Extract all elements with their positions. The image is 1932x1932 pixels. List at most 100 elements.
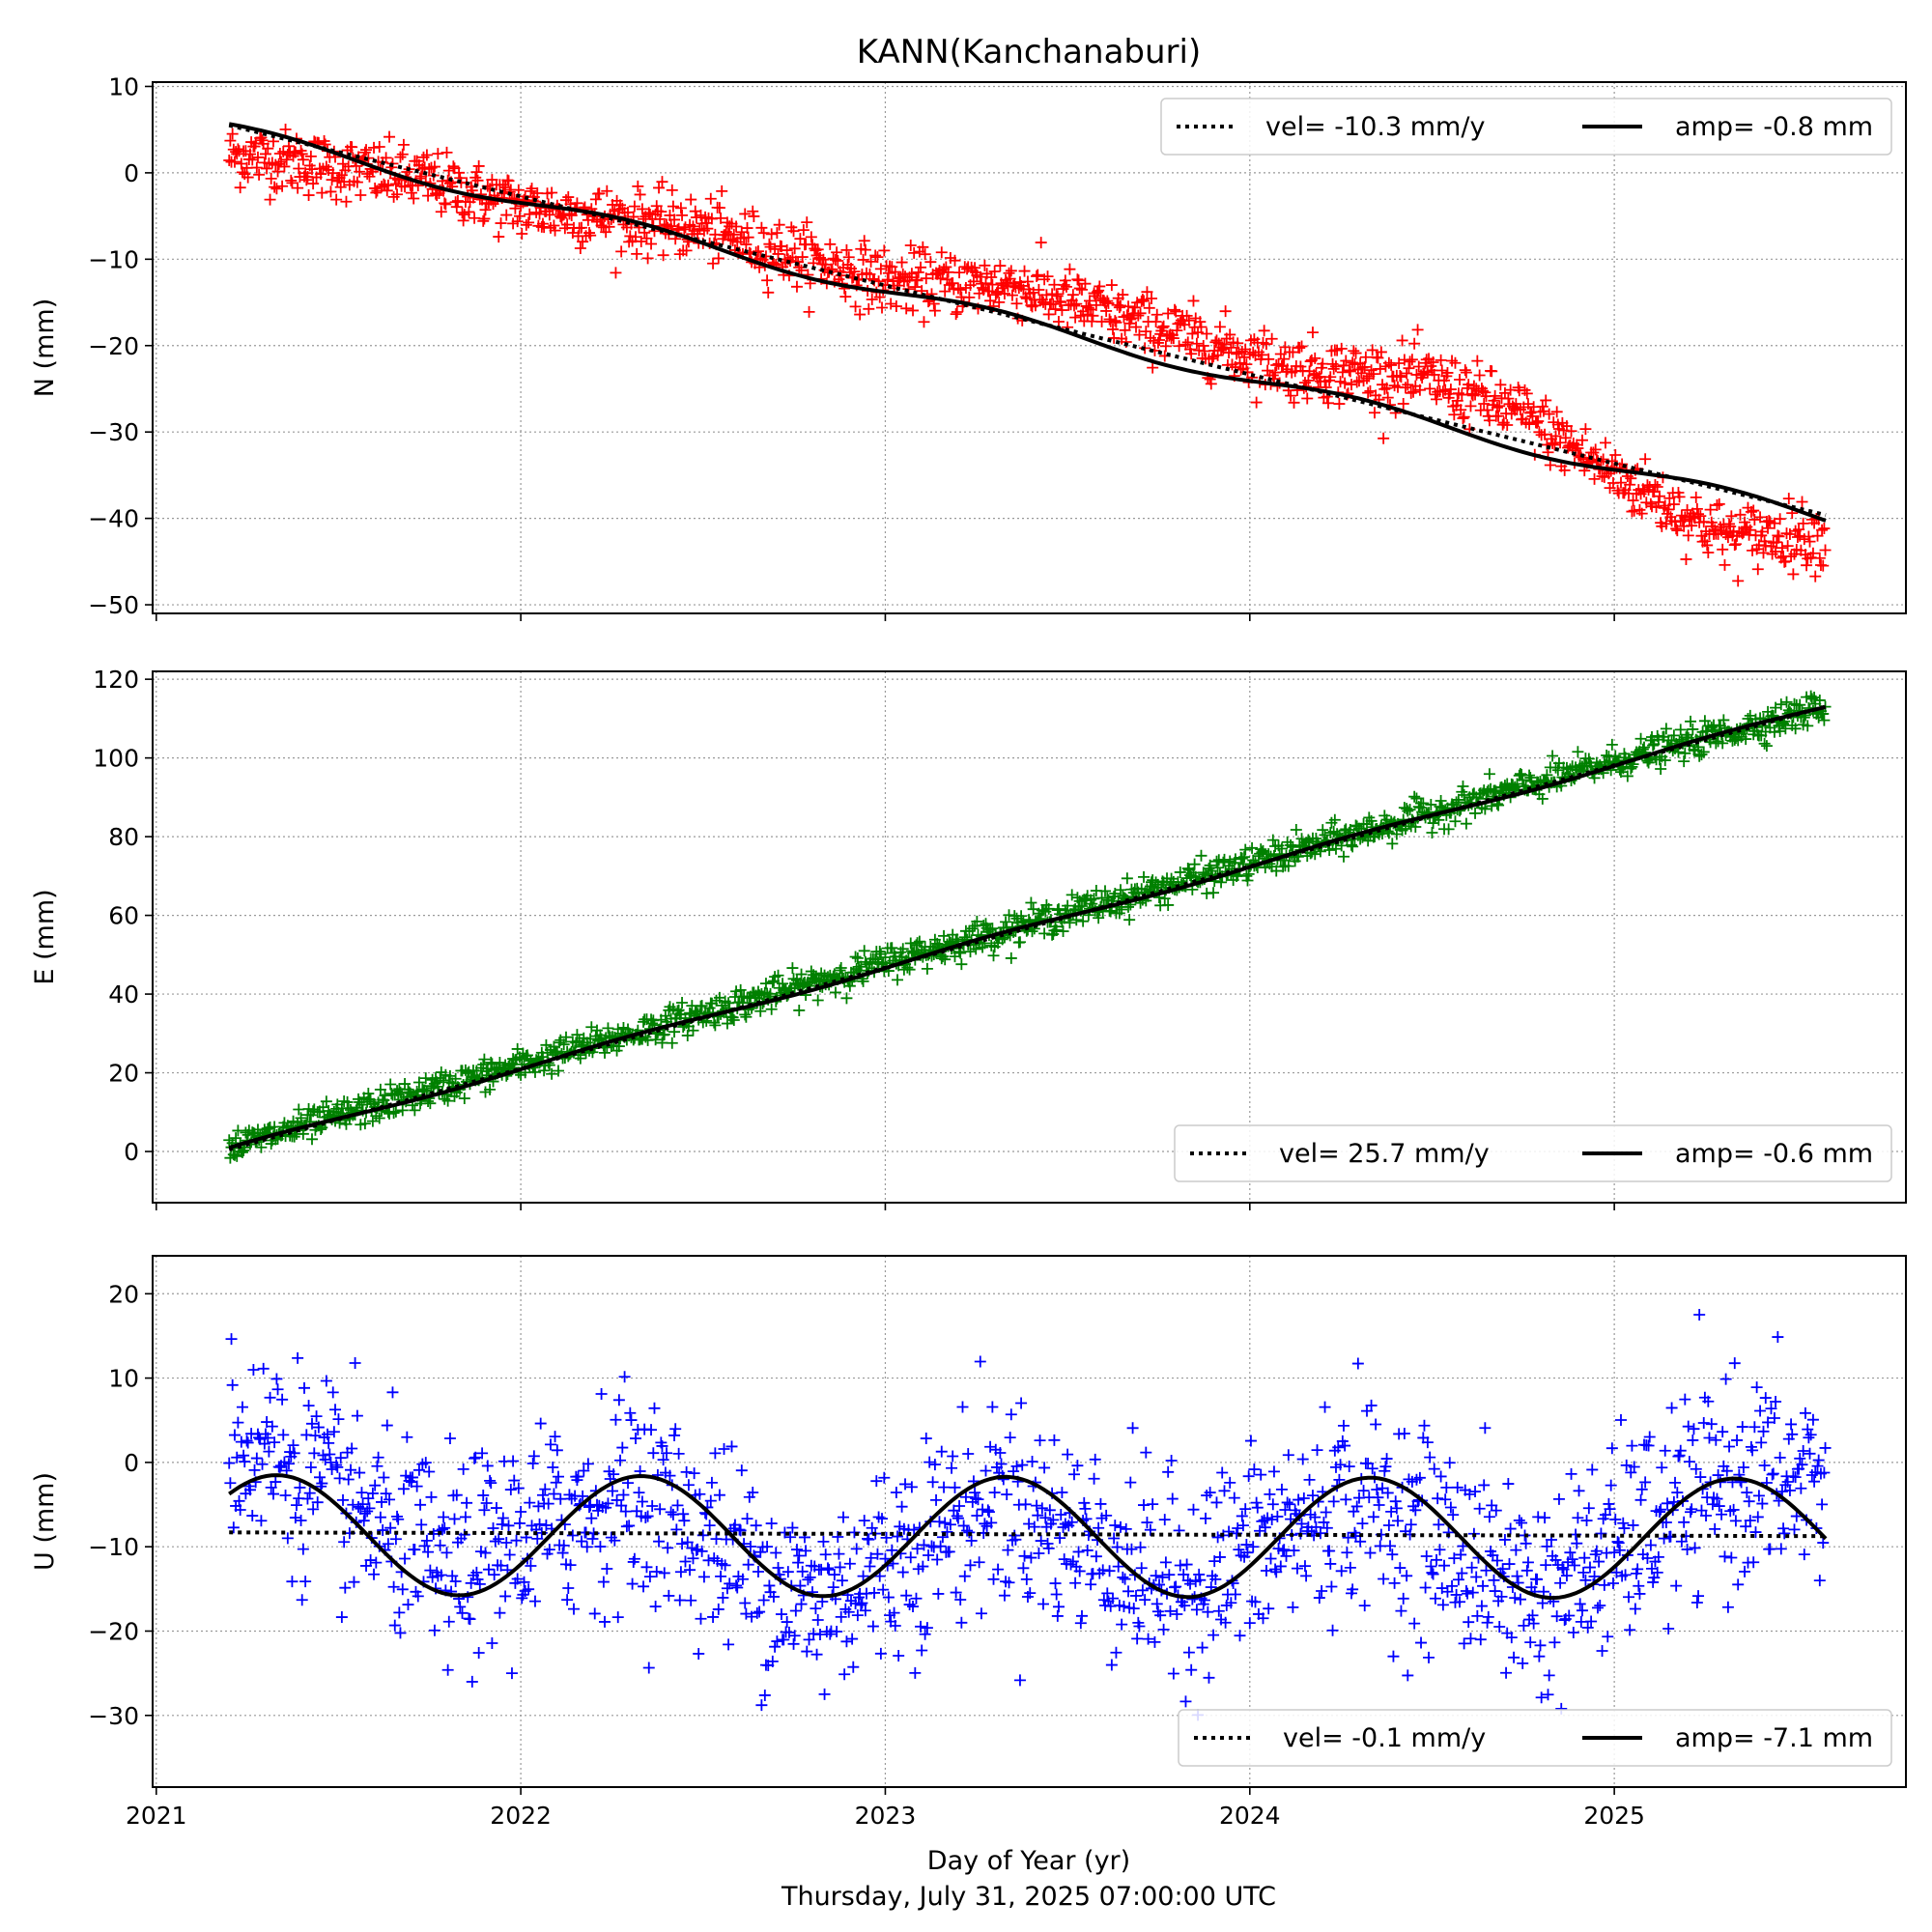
observation-point [1575, 1615, 1587, 1628]
observation-point [1010, 298, 1023, 310]
observation-point [624, 1406, 637, 1419]
observation-point [1026, 1456, 1038, 1468]
observation-point [1460, 817, 1472, 830]
observation-point [1275, 1483, 1288, 1495]
observation-point [566, 1529, 579, 1542]
observation-point [1781, 540, 1794, 553]
observation-point [1369, 407, 1380, 419]
observation-point [1421, 1436, 1434, 1449]
observation-point [1287, 840, 1299, 853]
observation-point [224, 134, 237, 147]
observation-point [1319, 829, 1331, 841]
observation-point [1050, 1588, 1063, 1601]
observation-point [1036, 1502, 1048, 1515]
observation-point [827, 1581, 839, 1594]
observation-point [554, 1492, 567, 1505]
plot-frame [152, 670, 1907, 1204]
observation-point [1759, 1392, 1772, 1405]
observation-point [1536, 1597, 1548, 1609]
observation-point [1786, 1428, 1799, 1440]
observation-point [1210, 1496, 1223, 1509]
observation-point [741, 222, 753, 235]
observation-point [463, 206, 475, 218]
observation-point [1263, 1603, 1275, 1615]
observation-point [231, 1451, 243, 1463]
observation-point [886, 1544, 898, 1556]
observation-point [885, 298, 897, 310]
observation-point [800, 1545, 812, 1557]
observation-point [763, 1579, 776, 1592]
observation-point [593, 187, 606, 200]
observation-point [674, 1566, 687, 1578]
observation-point [484, 1474, 497, 1487]
observation-point [1554, 1577, 1567, 1589]
observation-point [1173, 340, 1185, 353]
observation-point [494, 1606, 506, 1619]
observation-point [1141, 286, 1153, 298]
observation-point [1426, 827, 1438, 839]
observation-point [552, 1065, 564, 1077]
observation-point [1345, 379, 1357, 391]
observation-point [851, 1609, 864, 1622]
observation-point [1785, 1418, 1798, 1431]
legend-label: vel= -10.3 mm/y [1265, 112, 1485, 142]
observation-point [1282, 1449, 1294, 1462]
observation-point [1193, 1568, 1206, 1580]
observation-point [1275, 842, 1288, 855]
observation-point [551, 1444, 563, 1457]
observation-point [838, 1668, 851, 1681]
observation-point [688, 1467, 700, 1480]
observation-point [441, 1094, 454, 1107]
observation-point [443, 1433, 456, 1445]
observation-point [396, 1104, 409, 1117]
observation-point [1212, 1605, 1225, 1617]
observation-point [1662, 1497, 1674, 1510]
observation-point [1032, 1509, 1044, 1521]
observation-point [409, 1544, 421, 1556]
observation-point [1429, 1592, 1441, 1605]
observation-point [389, 1533, 402, 1546]
observation-point [802, 1574, 814, 1586]
observation-point [1288, 1545, 1300, 1557]
observation-point [1010, 1460, 1023, 1472]
observation-point [399, 1552, 412, 1565]
observation-point [1436, 1599, 1449, 1611]
observation-point [939, 953, 952, 966]
observation-point [1770, 545, 1782, 557]
observation-point [1167, 1667, 1179, 1680]
observation-point [1101, 1587, 1114, 1600]
observation-point [821, 1562, 834, 1575]
observation-point [572, 1470, 584, 1483]
observation-point [304, 1462, 317, 1474]
observation-point [795, 1598, 808, 1610]
observation-point [1274, 1560, 1287, 1573]
observation-point [1110, 1646, 1122, 1659]
observation-point [1444, 1501, 1457, 1514]
observation-point [889, 266, 901, 278]
observation-point [703, 1520, 716, 1532]
observation-point [1770, 1395, 1782, 1407]
observation-point [1003, 1577, 1015, 1589]
observation-point [951, 305, 963, 318]
observation-point [1701, 539, 1714, 552]
observation-point [288, 1447, 300, 1460]
observation-point [1317, 357, 1329, 370]
observation-point [325, 185, 337, 198]
observation-point [1462, 1587, 1474, 1600]
velocity-fit-line [228, 704, 1827, 1151]
observation-point [1243, 1617, 1256, 1630]
observation-point [1433, 1519, 1445, 1531]
observation-point [1110, 316, 1122, 328]
observation-point [1081, 1544, 1094, 1556]
observation-point [849, 951, 862, 963]
observation-point [532, 1500, 545, 1513]
observation-point [1509, 1592, 1521, 1605]
observation-point [1559, 432, 1572, 444]
observation-point [1179, 1695, 1192, 1708]
observation-point [979, 259, 991, 271]
observation-point [886, 942, 898, 954]
observation-point [1763, 515, 1776, 527]
observation-point [341, 1095, 354, 1108]
observation-point [439, 1521, 451, 1534]
observation-point [1365, 1399, 1378, 1411]
